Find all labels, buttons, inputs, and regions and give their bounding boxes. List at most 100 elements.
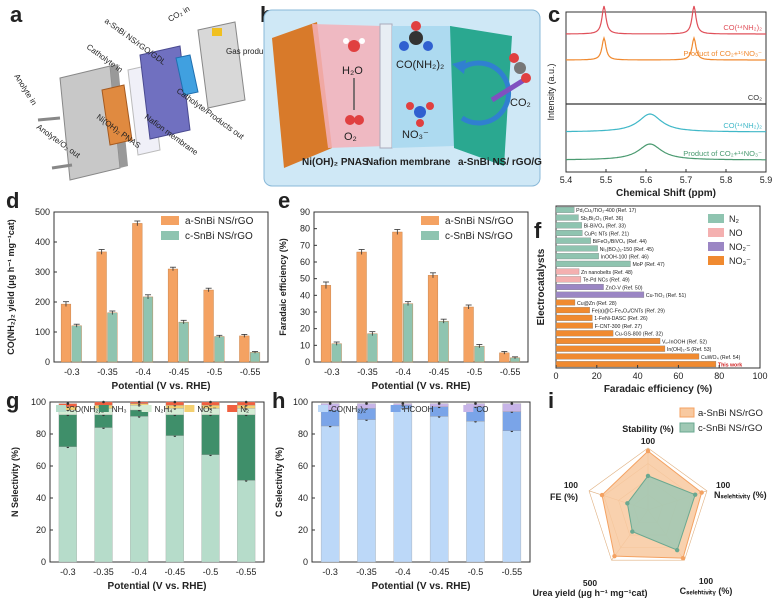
x-tick-label: -0.5 [203,567,219,577]
legend-swatch [227,405,238,412]
y-tick-label: 0 [41,557,46,567]
legend-swatch [679,422,695,433]
y-tick-label: 300 [35,267,50,277]
x-tick-label: -0.4 [135,367,151,377]
radar-axis-label: Stability (%) [622,424,674,434]
y-tick-label: 400 [35,237,50,247]
bar [239,335,250,363]
y-axis-title: N Selectivity (%) [10,447,20,517]
cathode-electrolyte [392,26,454,148]
legend-label: CO [476,405,488,414]
catalyst-bar [555,345,666,352]
y-axis-title: Electrocatalysts [536,248,547,325]
radar-point [625,501,630,506]
catalyst-bar [555,260,631,267]
label-urea: CO(NH₂)₂ [396,59,444,71]
plot-frame [565,11,767,173]
legend-label: N₂ [729,214,739,224]
y-tick-label: 60 [298,461,308,471]
radar-max-label: 100 [716,480,730,490]
x-tick-label: 5.7 [680,175,693,185]
gdl-layer [175,54,199,96]
legend-swatch [708,214,724,223]
radar-max-label: 100 [699,576,713,586]
panel-label-c: c [548,2,561,27]
oxygen-molecule-icon [345,115,355,125]
x-axis-title: Faradaic efficiency (%) [604,384,712,395]
membrane-sheet [379,23,393,149]
x-tick-label: 60 [673,371,683,381]
x-axis-title: Chemical Shift (ppm) [616,188,716,199]
x-tick-label: -0.45 [165,567,186,577]
urea-yield-chart: 0 100 200 300 400 500 -0.3 -0.35 -0.4 -0.45 -0.5 -0… [6,207,269,392]
stacked-segment [357,419,376,563]
catalyst-bar [555,206,575,213]
bar [499,352,510,363]
co2-molecule-icon [509,53,519,63]
y-tick-label: 200 [35,297,50,307]
panel-label-i: i [548,388,555,413]
y-tick-label: 80 [298,429,308,439]
stacked-segment [393,408,413,563]
radar-max-label: 100 [564,480,578,490]
catalyst-label: F-CNT-300 (Ref. 27) [595,324,643,330]
x-tick-label: -0.55 [236,567,257,577]
spectrum-label: CO(¹⁴NH₂)₂ [723,121,762,130]
data-point [510,402,514,405]
bar [427,275,439,363]
bar [249,352,261,363]
bar [107,312,118,363]
radar-axis-label: FE (%) [550,492,578,502]
x-tick-label: -0.4 [395,367,411,377]
catalyst-label: This work [718,363,742,369]
spectrum-label: Product of CO₂+¹⁵NO₃⁻ [683,49,762,58]
x-tick-label: -0.5 [207,367,223,377]
y-tick-label: 60 [300,257,310,267]
y-tick-label: 80 [36,429,46,439]
y-tick-label: 30 [300,307,310,317]
catalyst-bar [555,253,599,260]
panel-label-g: g [6,388,20,413]
y-axis-title: Intensity (a.u.) [546,63,556,120]
x-tick-label: -0.5 [467,367,483,377]
catalyst-bar [555,361,717,368]
legend-swatch [184,405,195,412]
label-co2: CO₂ [510,97,531,109]
legend-label: NH₃ [112,405,127,414]
x-tick-label: -0.3 [64,367,80,377]
y-tick-label: 10 [300,340,310,350]
y-axis-title: Faradaic efficiency (%) [278,238,288,336]
cycle-arrowhead [452,60,466,74]
catalyst-bar [555,337,661,345]
y-axis-title: C Selectivity (%) [274,447,284,517]
label-o2: O₂ [344,131,357,143]
catalyst-label: Vₒ-InOOH (Ref. 52) [662,339,707,345]
panel-label-f: f [534,218,542,243]
bar [356,251,367,363]
anolyte-pipe [37,116,61,122]
catalyst-label: Cu-GS-800 (Ref. 32) [615,332,663,338]
cycle-arrow [460,60,512,126]
x-tick-label: -0.45 [429,367,450,377]
data-point [137,400,141,404]
legend-label: NO [729,228,743,238]
y-tick-label: 20 [298,525,308,535]
bar [167,268,179,363]
legend-label: c-SnBi NS/rGO [445,231,513,242]
bar [463,306,474,363]
catalyst-label: MoP (Ref. 47) [632,262,664,268]
legend-label: a-SnBi NS/rGO [185,216,254,227]
x-tick-label: -0.3 [324,367,340,377]
spectrum-label: CO(¹⁴NH₂)₂ [723,23,762,32]
legend-label: c-SnBi NS/rGO [185,231,253,242]
catalyst-bar [555,307,590,314]
nitrate-molecule-icon [414,106,426,118]
plot-frame [49,401,265,563]
bar [320,285,332,363]
spectrum-label: CO₂ [748,93,762,102]
spectrum-label: Product of CO₂+¹⁴NO₃⁻ [683,149,762,158]
label-co2-in: CO₂ in [167,4,192,24]
x-tick-label: -0.4 [131,567,147,577]
x-tick-label: -0.55 [500,367,521,377]
x-tick-label: -0.35 [356,567,377,577]
